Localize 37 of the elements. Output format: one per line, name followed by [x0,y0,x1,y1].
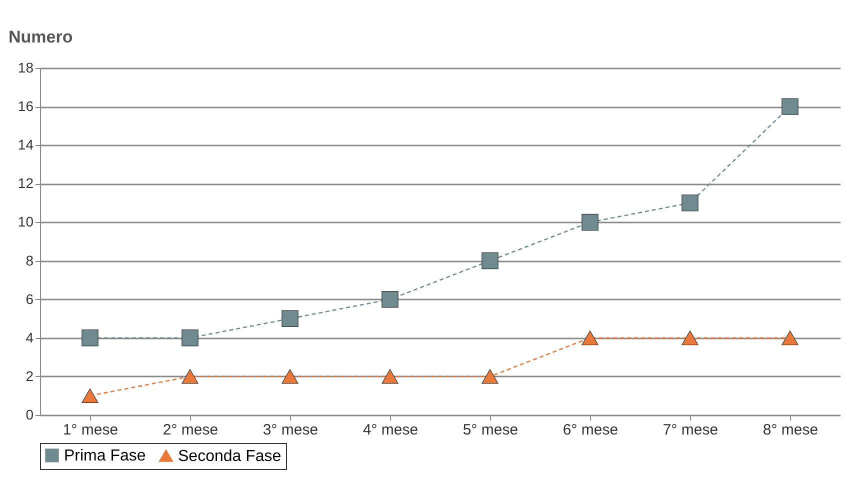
x-tick-label: 2° mese [162,422,218,438]
x-tick-label: 4° mese [362,422,418,438]
point [482,369,498,384]
point [382,290,398,308]
legend-label: Seconda Fase [178,448,282,465]
point [782,330,798,346]
y-tick-label: 8 [26,252,34,268]
y-tick-label: 4 [26,329,34,346]
x-tick-label: 5° mese [462,422,518,438]
point [682,330,698,346]
point [782,98,798,115]
legend-label: Prima Fase [64,447,146,464]
x-tick-label: 7° mese [662,422,718,438]
y-tick-label: 6 [26,290,34,307]
y-tick-label: 16 [18,98,34,114]
point [182,330,198,346]
point [582,330,598,346]
y-tick-label: 14 [18,136,34,153]
point [82,330,98,346]
y-axis-title: Numero [8,28,73,46]
y-tick-label: 18 [18,60,34,76]
point [682,194,698,212]
y-tick-label: 10 [18,214,34,230]
point [382,369,398,384]
y-tick-label: 2 [26,368,34,384]
point [282,310,298,327]
x-tick-label: 3° mese [262,422,318,438]
x-tick-label: 6° mese [562,422,618,438]
point [482,252,498,270]
point [582,214,598,231]
x-tick-label: 1° mese [62,422,118,438]
point [182,369,198,384]
y-tick-label: 0 [26,406,34,422]
y-tick-label: 12 [18,175,34,192]
x-tick-label: 8° mese [762,422,818,438]
point [282,369,298,384]
point [82,388,98,404]
